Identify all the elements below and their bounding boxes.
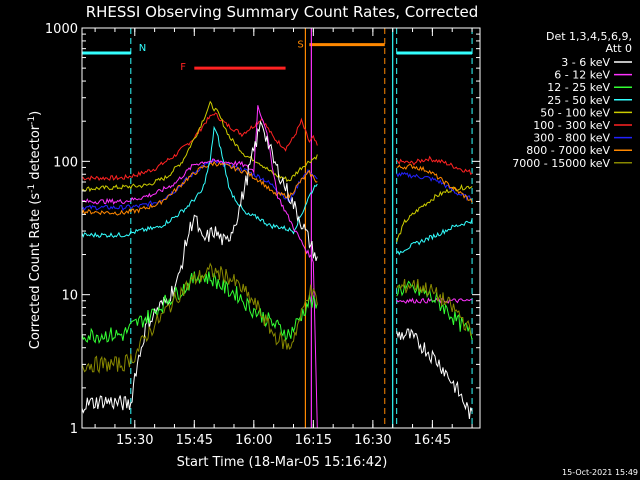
generation-timestamp: 15-Oct-2021 15:49	[562, 468, 638, 477]
legend-label: 3 - 6 keV	[561, 56, 610, 69]
x-axis-label: Start Time (18-Mar-05 15:16:42)	[177, 455, 388, 470]
series-line-6	[81, 120, 318, 414]
y-tick-label: 100	[53, 155, 78, 170]
x-tick-label: 16:00	[235, 433, 272, 448]
x-tick-label: 15:45	[176, 433, 213, 448]
series-line-4-after-gap	[396, 218, 473, 256]
series-line-7-after-gap	[396, 280, 473, 341]
series-line-3-after-gap	[396, 163, 473, 203]
series-line-0-after-gap	[396, 155, 473, 175]
y-axis-label-end: )	[28, 111, 43, 116]
svg-text:Corrected Count Rate (s-1 dete: Corrected Count Rate (s-1 detector-1)	[27, 111, 43, 349]
series-line-6-after-gap	[396, 328, 473, 420]
y-tick-label: 1	[70, 422, 78, 437]
legend-label: 800 - 7000 keV	[526, 144, 610, 157]
series-line-4	[81, 125, 318, 239]
x-tick-label: 16:30	[354, 433, 391, 448]
y-axis-label-mid: detector	[28, 124, 43, 184]
y-axis-label: Corrected Count Rate (s-1 detector-1)	[27, 111, 43, 349]
flare-label: F	[180, 62, 186, 73]
x-tick-label: 16:15	[295, 433, 332, 448]
legend-label: 100 - 300 keV	[533, 119, 610, 132]
legend-label: 50 - 100 keV	[540, 106, 610, 119]
legend-label: 25 - 50 keV	[547, 94, 610, 107]
y-axis-label-sup1: -1	[27, 184, 37, 193]
y-axis-label-main: Corrected Count Rate (s	[28, 193, 43, 350]
legend-title: Att 0	[606, 42, 632, 55]
series-line-2-after-gap	[396, 171, 473, 202]
y-tick-label: 1000	[45, 22, 78, 37]
series-line-5-after-gap	[396, 297, 473, 304]
series-line-5	[81, 105, 318, 429]
plot-frame	[81, 27, 481, 429]
series-line-2	[81, 159, 318, 211]
axes: 1 10 100 1000 15:30 15:45 16:00 16:15 16:30 16:45	[45, 22, 481, 448]
x-tick-label: 16:45	[414, 433, 451, 448]
legend-title: Det 1,3,4,5,6,9,	[546, 30, 632, 43]
plot-area: N F S	[81, 28, 473, 429]
saa-label: S	[297, 40, 303, 51]
night-label: N	[139, 43, 146, 54]
series-line-8-after-gap	[396, 279, 473, 337]
legend-label: 7000 - 15000 keV	[512, 157, 610, 170]
legend-label: 12 - 25 keV	[547, 81, 610, 94]
legend-label: 300 - 800 keV	[533, 132, 610, 145]
legend-label: 6 - 12 keV	[554, 69, 610, 82]
chart-title: RHESSI Observing Summary Count Rates, Co…	[86, 3, 479, 21]
series-line-3	[81, 160, 318, 216]
series-line-1-after-gap	[396, 183, 473, 243]
series-line-8	[81, 262, 318, 374]
x-tick-label: 15:30	[116, 433, 153, 448]
y-tick-label: 10	[61, 289, 78, 304]
series-line-1	[81, 100, 318, 193]
series-line-7	[81, 271, 318, 345]
y-axis-label-sup2: -1	[27, 116, 37, 125]
